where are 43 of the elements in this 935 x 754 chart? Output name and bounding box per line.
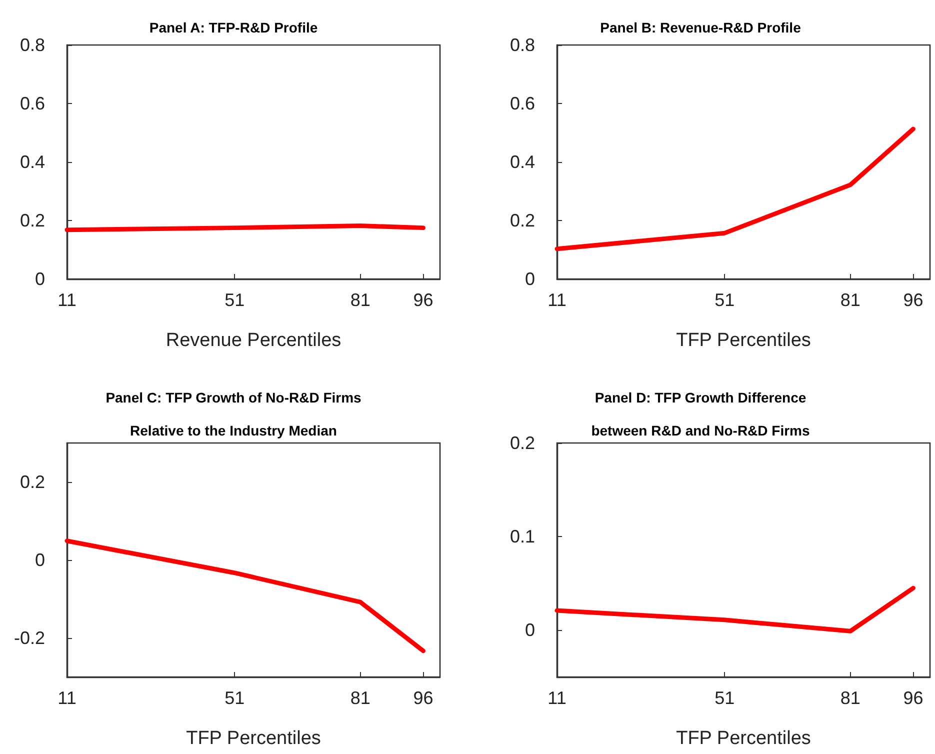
x-tick-label: 81 bbox=[840, 688, 860, 708]
x-tick-label: 11 bbox=[548, 688, 566, 708]
x-tick-label: 81 bbox=[350, 290, 370, 310]
x-axis-title: TFP Percentiles bbox=[676, 728, 811, 749]
chart-title: Panel B: Revenue-R&D Profile bbox=[600, 20, 802, 36]
x-tick-label: 81 bbox=[350, 688, 370, 708]
x-tick-label: 51 bbox=[714, 290, 735, 310]
x-tick-label: 96 bbox=[413, 290, 434, 310]
chart-title: Panel C: TFP Growth of No-R&D Firms Relative to the Industry Median bbox=[106, 390, 362, 438]
y-tick-label: 0.4 bbox=[510, 152, 535, 172]
line-series bbox=[554, 586, 916, 634]
x-tick-label: 96 bbox=[903, 290, 924, 310]
y-tick-label: 0.8 bbox=[20, 35, 45, 55]
y-tick-label: 0.2 bbox=[510, 210, 535, 230]
x-tick-label: 51 bbox=[224, 688, 245, 708]
y-tick-label: 0.4 bbox=[20, 152, 45, 172]
line-series bbox=[64, 538, 426, 654]
x-tick-label: 96 bbox=[903, 688, 924, 708]
x-tick-label: 11 bbox=[58, 290, 76, 310]
line-series bbox=[554, 126, 916, 252]
y-tick-label: 0 bbox=[34, 269, 45, 289]
y-tick-label: 0.2 bbox=[20, 472, 45, 492]
x-axis-title: TFP Percentiles bbox=[186, 728, 321, 749]
y-tick-label: 0.2 bbox=[20, 210, 45, 230]
y-tick-label: 0 bbox=[524, 620, 535, 640]
y-tick-label: 0.1 bbox=[510, 526, 535, 547]
y-tick-label: 0 bbox=[34, 550, 45, 570]
x-tick-label: 81 bbox=[840, 290, 860, 310]
y-tick-label: 0.6 bbox=[20, 94, 45, 114]
x-tick-label: 11 bbox=[58, 688, 76, 708]
x-axis-title: TFP Percentiles bbox=[676, 330, 811, 351]
chart-title: Panel A: TFP-R&D Profile bbox=[149, 20, 318, 36]
y-tick-label: 0 bbox=[524, 269, 535, 289]
x-tick-label: 96 bbox=[413, 688, 434, 708]
x-tick-label: 11 bbox=[548, 290, 566, 310]
chart-title: Panel D: TFP Growth Difference between R&D and No-R&D Firms bbox=[591, 390, 810, 438]
y-tick-label: 0.2 bbox=[510, 433, 535, 453]
x-tick-label: 51 bbox=[714, 688, 735, 708]
x-axis-title: Revenue Percentiles bbox=[166, 330, 342, 351]
y-tick-label: 0.8 bbox=[510, 35, 535, 55]
y-tick-label: 0.6 bbox=[510, 94, 535, 114]
x-tick-label: 51 bbox=[224, 290, 245, 310]
y-tick-label: -0.2 bbox=[14, 628, 45, 648]
